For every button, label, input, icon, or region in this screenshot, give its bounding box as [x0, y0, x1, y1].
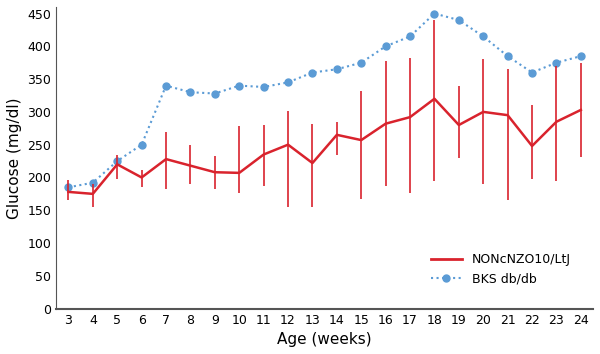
X-axis label: Age (weeks): Age (weeks)	[277, 332, 372, 347]
Legend: NONcNZO10/LtJ, BKS db/db: NONcNZO10/LtJ, BKS db/db	[426, 248, 576, 290]
Y-axis label: Glucose (mg/dl): Glucose (mg/dl)	[7, 97, 22, 218]
